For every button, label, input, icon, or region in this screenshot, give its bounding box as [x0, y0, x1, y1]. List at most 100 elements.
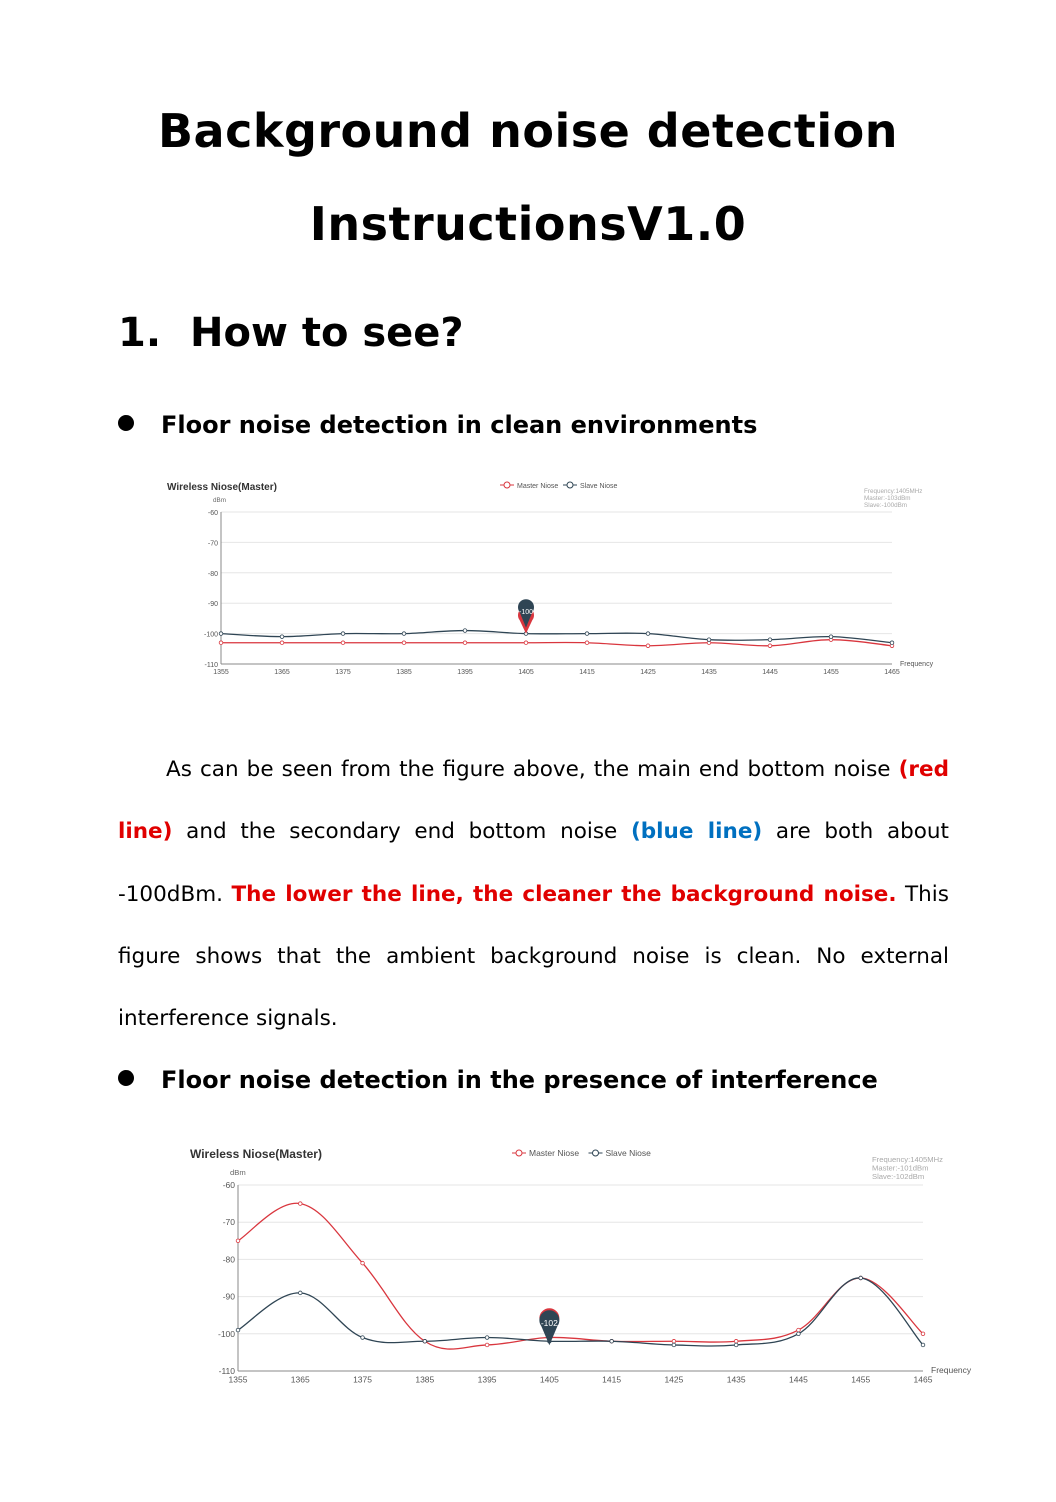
data-point	[360, 1335, 365, 1340]
x-tick-label: 1445	[762, 669, 778, 676]
x-tick-label: 1355	[229, 1375, 248, 1385]
marker-pin-slave	[539, 1310, 560, 1346]
y-tick-label: -110	[219, 1366, 236, 1376]
legend-marker-icon	[566, 481, 574, 489]
bullet-text: Floor noise detection in the presence of…	[161, 1066, 878, 1094]
y-tick-label: -90	[223, 1292, 236, 1302]
para-text: are both about -100dBm.	[118, 819, 949, 907]
x-tick-label: 1425	[664, 1375, 683, 1385]
section-heading: 1. How to see?	[118, 310, 464, 356]
y-tick-label: -80	[223, 1254, 236, 1264]
legend-label: Master Niose	[517, 483, 558, 490]
x-axis-label: Frequency	[900, 661, 934, 668]
data-point	[920, 1342, 926, 1348]
x-tick-label: 1435	[727, 1375, 746, 1385]
x-tick-label: 1405	[518, 669, 534, 676]
red-line-label: (red line)	[118, 757, 949, 845]
data-point	[523, 640, 529, 645]
x-tick-label: 1455	[851, 1375, 870, 1385]
data-point	[235, 1238, 241, 1243]
x-tick-label: 1365	[291, 1375, 310, 1385]
data-point	[218, 640, 224, 645]
data-point	[279, 640, 285, 645]
data-point	[828, 634, 834, 639]
data-point	[298, 1201, 303, 1206]
data-point	[298, 1290, 303, 1296]
series-line-master	[221, 639, 893, 647]
series-line-slave	[220, 629, 893, 644]
chart-title: Wireless Niose(Master)	[190, 1147, 322, 1161]
data-point	[706, 637, 712, 642]
info-readout: Master:-101dBm	[872, 1164, 928, 1173]
legend-marker-icon	[592, 1149, 599, 1157]
section-title: How to see?	[190, 310, 464, 356]
blue-line-label: (blue line)	[630, 819, 763, 845]
data-point	[645, 631, 651, 636]
legend-label: Slave Niose	[580, 483, 617, 490]
y-tick-label: -70	[208, 540, 218, 547]
para-text: and the secondary end bottom noise	[172, 819, 631, 845]
data-point	[584, 631, 590, 636]
y-tick-label: -60	[208, 510, 218, 517]
data-point	[767, 637, 773, 642]
series-line-master	[237, 1202, 924, 1350]
para-text: As can be seen from the figure above, th…	[166, 757, 899, 782]
info-readout: Master:-103dBm	[864, 495, 911, 502]
y-tick-label: -90	[208, 601, 218, 608]
data-point	[920, 1331, 926, 1336]
x-tick-label: 1435	[701, 669, 717, 676]
data-point	[462, 640, 468, 645]
legend-label: Slave Niose	[606, 1148, 652, 1158]
data-point	[235, 1327, 241, 1333]
explanation-paragraph: As can be seen from the figure above, th…	[118, 739, 949, 1050]
para-text: This figure shows that the ambient backg…	[118, 881, 949, 1032]
data-point	[609, 1339, 614, 1344]
info-readout: Frequency:1405MHz	[872, 1155, 943, 1164]
x-axis-label: Frequency	[931, 1365, 972, 1375]
info-readout: Slave:-100dBm	[864, 502, 907, 509]
data-point	[340, 631, 346, 636]
data-point	[858, 1275, 863, 1281]
bullet-icon	[118, 1070, 134, 1086]
data-point	[645, 643, 651, 648]
data-point	[733, 1342, 739, 1348]
section-number: 1.	[118, 310, 162, 356]
x-tick-label: 1375	[335, 669, 351, 676]
x-tick-label: 1415	[602, 1375, 621, 1385]
info-readout: Slave:-102dBm	[872, 1172, 924, 1181]
data-point	[360, 1260, 365, 1266]
x-tick-label: 1465	[884, 669, 900, 676]
x-tick-label: 1385	[396, 669, 412, 676]
x-tick-label: 1375	[353, 1375, 372, 1385]
data-point	[671, 1342, 677, 1348]
data-point	[218, 631, 224, 636]
data-point	[733, 1339, 739, 1344]
y-tick-label: -80	[208, 571, 218, 578]
data-point	[484, 1342, 490, 1348]
x-tick-label: 1385	[415, 1375, 434, 1385]
data-point	[671, 1339, 677, 1344]
data-point	[484, 1335, 490, 1340]
marker-label: -102	[541, 1318, 558, 1328]
x-tick-label: 1465	[914, 1375, 933, 1385]
marker-label: -100	[519, 609, 533, 616]
data-point	[279, 634, 285, 639]
data-point	[796, 1331, 801, 1336]
legend-marker-icon	[515, 1149, 523, 1157]
chart-title: Wireless Niose(Master)	[167, 482, 277, 493]
data-point	[462, 628, 468, 633]
emphasis-text: The lower the line, the cleaner the back…	[231, 881, 897, 907]
x-tick-label: 1415	[579, 669, 595, 676]
data-point	[767, 643, 773, 648]
y-tick-label: -100	[204, 632, 218, 639]
data-point	[422, 1339, 428, 1344]
x-tick-label: 1355	[213, 669, 229, 676]
data-point	[584, 640, 590, 645]
y-axis-label: dBm	[230, 1168, 246, 1177]
series-line-slave	[237, 1277, 924, 1347]
x-tick-label: 1365	[274, 669, 290, 676]
legend-label: Master Niose	[529, 1148, 579, 1158]
